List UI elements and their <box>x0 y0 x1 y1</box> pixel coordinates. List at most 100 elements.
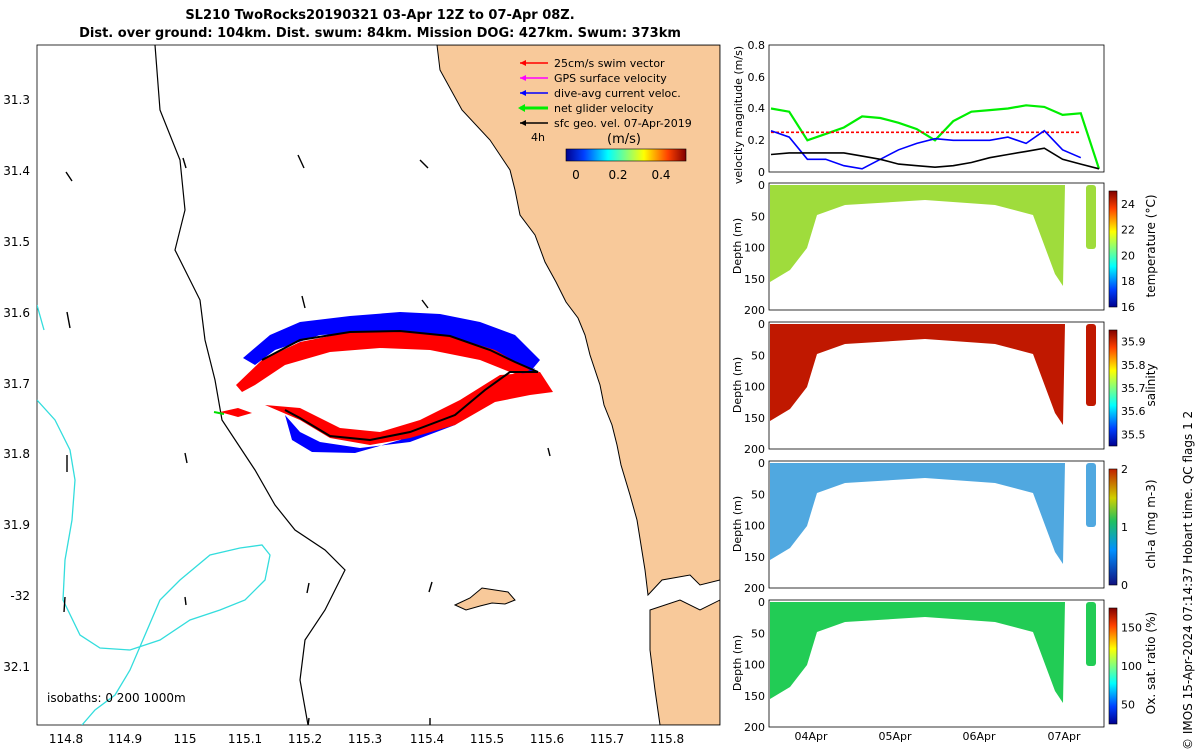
depth-tick: 0 <box>758 318 765 331</box>
colorbar-label: chl-a (mg m-3) <box>1144 479 1158 568</box>
depth-tick: 150 <box>744 273 765 286</box>
colorbar-tick: 35.6 <box>1121 405 1146 418</box>
depth-tick: 50 <box>751 210 765 223</box>
colorbar-tick: 1 <box>1121 521 1128 534</box>
colorbar-tick: 100 <box>1121 660 1142 673</box>
map-x-tick: 115 <box>174 732 197 746</box>
isobaths-label: isobaths: 0 200 1000m <box>47 691 186 705</box>
plot-title-line2: Dist. over ground: 104km. Dist. swum: 84… <box>79 26 681 41</box>
velocity-y-tick: 0.8 <box>748 39 766 52</box>
section-fill <box>770 602 1065 703</box>
map-x-tick: 115.1 <box>228 732 262 746</box>
legend-item-swim-vector: 25cm/s swim vector <box>520 57 665 70</box>
depth-tick: 200 <box>744 582 765 595</box>
net-velocity-track <box>213 411 225 415</box>
depth-tick: 100 <box>744 520 765 533</box>
swim-band-north <box>236 332 530 392</box>
legend-item-dive-avg-current: dive-avg current veloc. <box>520 87 681 100</box>
swim-band-west <box>220 408 252 417</box>
depth-tick: 100 <box>744 659 765 672</box>
colorbar-tick: 150 <box>1121 621 1142 634</box>
map-x-tick: 115.3 <box>348 732 382 746</box>
land-peel <box>649 599 720 725</box>
section-colorbar <box>1108 190 1118 308</box>
glider-track <box>261 329 539 442</box>
map-y-axis: 31.3 31.4 31.5 31.6 31.7 31.8 31.9 -32 3… <box>3 93 30 674</box>
map-x-tick: 114.9 <box>108 732 142 746</box>
map-y-tick: 31.9 <box>3 518 30 532</box>
map-x-tick: 115.5 <box>470 732 504 746</box>
velocity-line-dive-avg-current-veloc- <box>770 129 1082 170</box>
time-x-axis: 04Apr 05Apr 06Apr 07Apr <box>794 730 1081 743</box>
colorbar-tick: 2 <box>1121 463 1128 476</box>
colorbar-tick: 35.5 <box>1121 428 1146 441</box>
velocity-y-tick: 0.6 <box>748 71 766 84</box>
colorbar-label: salinity <box>1144 363 1158 406</box>
svg-text:net glider velocity: net glider velocity <box>554 102 654 115</box>
isobath-200m <box>154 45 346 725</box>
map-y-tick: 31.7 <box>3 377 30 391</box>
time-x-tick: 04Apr <box>794 730 828 743</box>
colorbar-label: temperature (°C) <box>1144 195 1158 298</box>
isobath-1000m-west <box>37 304 45 331</box>
track-map: 25cm/s swim vector GPS surface velocity … <box>3 44 721 746</box>
section-last-profile <box>1086 602 1096 666</box>
depth-tick: 200 <box>744 443 765 456</box>
credit-strip: © IMOS 15-Apr-2024 07:14:37 Hobart time.… <box>1181 411 1195 750</box>
depth-tick: 0 <box>758 179 765 192</box>
velocity-y-axis: 0.8 0.6 0.4 0.2 0 <box>748 39 766 179</box>
map-x-axis: 114.8 114.9 115 115.1 115.2 115.3 115.4 … <box>49 732 684 746</box>
depth-tick: 150 <box>744 551 765 564</box>
svg-text:dive-avg current veloc.: dive-avg current veloc. <box>554 87 681 100</box>
depth-tick: 0 <box>758 457 765 470</box>
current-band-north <box>243 312 540 372</box>
surface-geostrophic-arrows <box>63 154 551 725</box>
legend-item-gps-velocity: GPS surface velocity <box>520 72 667 85</box>
depth-tick: 100 <box>744 381 765 394</box>
velocity-y-label: velocity magnitude (m/s) <box>732 46 745 184</box>
section-fill <box>770 463 1065 564</box>
map-y-tick: 31.8 <box>3 447 30 461</box>
colorbar-tick: 35.7 <box>1121 382 1146 395</box>
map-y-tick: 31.4 <box>3 164 30 178</box>
velocity-series <box>770 104 1101 170</box>
section-last-profile <box>1086 324 1096 406</box>
map-y-tick: 32.1 <box>3 660 30 674</box>
depth-label: Depth (m) <box>731 635 744 691</box>
velocity-y-tick: 0.4 <box>748 102 766 115</box>
map-x-tick: 115.2 <box>288 732 322 746</box>
depth-tick: 50 <box>751 488 765 501</box>
map-x-tick: 115.8 <box>650 732 684 746</box>
colorbar-label: Ox. sat. ratio (%) <box>1144 612 1158 714</box>
swim-band-south <box>265 372 553 445</box>
section-last-profile <box>1086 185 1096 249</box>
colorbar-tick: 35.9 <box>1121 336 1146 349</box>
plot-title-line1: SL210 TwoRocks20190321 03-Apr 12Z to 07-… <box>185 8 575 23</box>
colorbar-tick: 50 <box>1121 699 1135 712</box>
section-colorbar <box>1108 468 1118 586</box>
section-panel-chl-a: 0 50 100 150 200 Depth (m) 0 1 2 chl-a (mg m-3) <box>731 457 1158 595</box>
credit-text: © IMOS 15-Apr-2024 07:14:37 Hobart time.… <box>1181 411 1195 750</box>
velocity-line-net-glider-velocity <box>770 104 1101 170</box>
map-x-tick: 115.6 <box>530 732 564 746</box>
depth-tick: 100 <box>744 242 765 255</box>
depth-tick: 150 <box>744 412 765 425</box>
map-x-tick: 115.4 <box>410 732 444 746</box>
svg-text:25cm/s swim vector: 25cm/s swim vector <box>554 57 665 70</box>
colorbar-tick: 24 <box>1121 198 1135 211</box>
map-y-tick: -32 <box>10 589 30 603</box>
depth-tick: 200 <box>744 304 765 317</box>
depth-label: Depth (m) <box>731 357 744 413</box>
svg-text:GPS surface velocity: GPS surface velocity <box>554 72 667 85</box>
time-x-tick: 05Apr <box>878 730 912 743</box>
interval-label: 4h <box>531 131 545 144</box>
colorbar-tick: 22 <box>1121 224 1135 237</box>
colorbar-tick: 18 <box>1121 275 1135 288</box>
map-legend: 25cm/s swim vector GPS surface velocity … <box>518 57 692 182</box>
colorbar-tick: 0 <box>1121 579 1128 592</box>
velocity-panel: 0.8 0.6 0.4 0.2 0 velocity magnitude (m/… <box>732 39 1105 184</box>
map-y-tick: 31.3 <box>3 93 30 107</box>
velocity-y-tick: 0.2 <box>748 134 766 147</box>
depth-tick: 0 <box>758 596 765 609</box>
time-x-tick: 06Apr <box>962 730 996 743</box>
